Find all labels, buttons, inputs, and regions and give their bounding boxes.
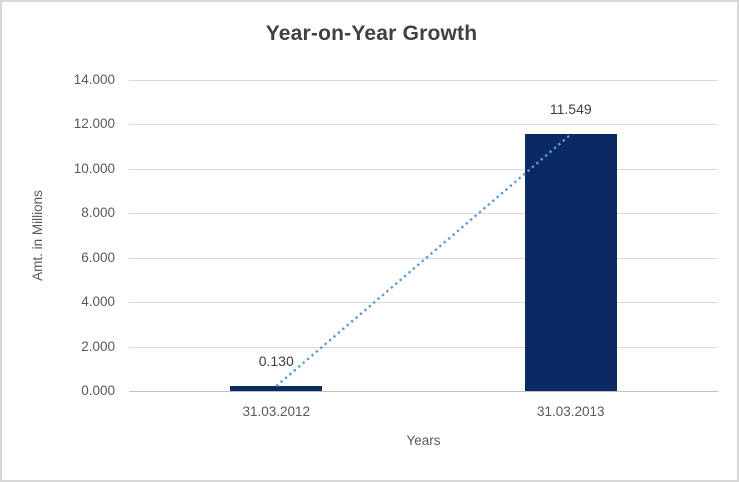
y-tick-label: 10.000	[73, 161, 115, 176]
y-gridline	[129, 347, 718, 348]
chart-title: Year-on-Year Growth	[265, 22, 478, 45]
y-gridline	[129, 302, 718, 303]
y-tick-label: 2.000	[81, 339, 115, 354]
data-label: 0.130	[258, 353, 294, 369]
x-axis-line	[129, 391, 718, 392]
y-gridline	[129, 213, 718, 214]
x-tick-label: 31.03.2013	[536, 404, 605, 419]
bar-31.03.2013	[524, 134, 617, 391]
y-tick-label: 14.000	[73, 72, 115, 87]
x-tick-label: 31.03.2012	[242, 404, 311, 419]
y-tick-label: 4.000	[81, 294, 115, 309]
y-tick-label: 6.000	[81, 250, 115, 265]
y-tick-label: 12.000	[73, 116, 115, 131]
y-tick-label: 0.000	[81, 383, 115, 398]
trendline	[275, 133, 572, 388]
data-label: 11.549	[549, 101, 592, 118]
y-tick-label: 8.000	[81, 205, 115, 220]
x-axis-title: Years	[406, 433, 441, 448]
y-gridline	[129, 169, 718, 170]
y-gridline	[129, 258, 718, 259]
y-gridline	[129, 124, 718, 125]
y-gridline	[129, 80, 718, 81]
bar-31.03.2012	[230, 386, 323, 391]
